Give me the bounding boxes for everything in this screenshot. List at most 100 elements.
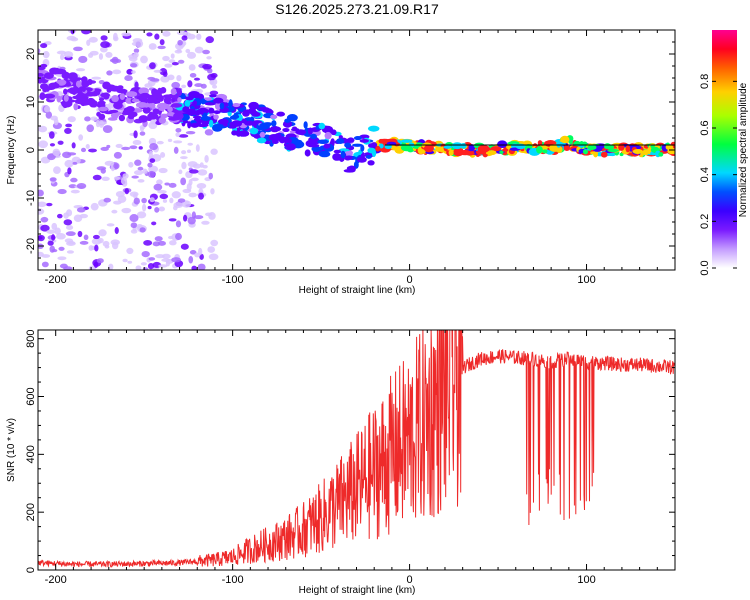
heatmap-cell — [336, 138, 345, 145]
heatmap-cell — [158, 107, 165, 111]
heatmap-cell — [307, 127, 313, 135]
heatmap-speckle — [100, 46, 108, 53]
heatmap-speckle — [155, 254, 165, 259]
heatmap-speckle — [124, 75, 133, 82]
heatmap-cell — [497, 140, 508, 149]
heatmap-speckle — [121, 32, 132, 37]
heatmap-speckle — [45, 111, 53, 119]
heatmap-cell — [68, 72, 78, 81]
heatmap-speckle — [38, 189, 44, 197]
heatmap-speckle — [173, 202, 184, 209]
heatmap-speckle — [168, 218, 177, 222]
heatmap-cell — [123, 107, 133, 112]
heatmap-speckle — [173, 146, 179, 154]
snr-series-layer — [38, 330, 675, 568]
snr-x-tick-label: 0 — [407, 574, 413, 586]
heatmap-speckle — [113, 151, 122, 159]
snr-y-axis: 0 200 400 600 800 — [25, 329, 675, 573]
heatmap-cell — [43, 72, 54, 80]
heatmap-speckle — [157, 189, 167, 194]
heatmap-speckle — [186, 51, 197, 59]
spectrogram-x-tick-label: 100 — [577, 274, 595, 286]
heatmap-cell — [370, 142, 378, 148]
heatmap-cell — [214, 102, 222, 111]
heatmap-speckle — [188, 192, 197, 198]
spectrogram-y-label: Frequency (Hz) — [6, 116, 17, 185]
heatmap-speckle — [140, 55, 148, 64]
heatmap-cell — [250, 106, 256, 114]
heatmap-cell — [453, 150, 464, 157]
heatmap-cell — [259, 122, 270, 130]
heatmap-speckle — [156, 140, 164, 145]
heatmap-speckle — [38, 125, 48, 133]
heatmap-speckle — [149, 158, 156, 163]
heatmap-speckle — [210, 188, 215, 195]
heatmap-cell — [303, 121, 308, 129]
heatmap-speckle — [187, 216, 196, 225]
heatmap-speckle — [91, 76, 102, 80]
heatmap-speckle — [113, 32, 118, 41]
heatmap-speckle — [137, 179, 145, 183]
heatmap-speckle — [193, 77, 201, 81]
heatmap-speckle — [162, 199, 168, 203]
heatmap-speckle — [54, 227, 61, 235]
heatmap-speckle — [206, 68, 213, 74]
heatmap-speckle — [175, 220, 182, 228]
heatmap-cell — [632, 148, 644, 155]
heatmap-speckle — [202, 49, 210, 55]
heatmap-speckle — [147, 170, 156, 178]
heatmap-speckle — [139, 126, 145, 132]
heatmap-cell — [499, 150, 504, 154]
heatmap-speckle — [102, 125, 113, 133]
heatmap-speckle — [103, 197, 112, 203]
heatmap-speckle — [160, 75, 170, 83]
heatmap-cell — [400, 139, 413, 143]
heatmap-speckle — [181, 161, 187, 170]
snr-panel: -200 -100 0 100 0 200 400 600 800 Height of str… — [6, 329, 676, 596]
heatmap-speckle — [89, 50, 99, 56]
heatmap-speckle — [185, 130, 196, 135]
heatmap-cell — [365, 154, 372, 159]
heatmap-speckle — [152, 241, 161, 247]
heatmap-cell — [587, 145, 597, 151]
heatmap-cell — [310, 133, 317, 140]
heatmap-speckle — [49, 177, 57, 182]
heatmap-speckle — [86, 124, 95, 133]
heatmap-speckle — [147, 262, 155, 270]
snr-series-line — [38, 330, 675, 568]
heatmap-speckle — [178, 169, 183, 175]
heatmap-speckle — [194, 252, 201, 258]
heatmap-speckle — [131, 175, 139, 179]
heatmap-cell — [468, 144, 476, 152]
heatmap-cell — [367, 125, 380, 132]
heatmap-speckle — [62, 151, 72, 159]
heatmap-cell — [295, 129, 307, 136]
heatmap-speckle — [151, 221, 157, 226]
heatmap-speckle — [171, 81, 181, 89]
heatmap-speckle — [167, 235, 174, 240]
heatmap-speckle — [142, 168, 148, 174]
heatmap-speckle — [38, 140, 49, 149]
heatmap-speckle — [133, 48, 140, 54]
heatmap-speckle — [92, 234, 100, 240]
heatmap-speckle — [77, 230, 83, 238]
heatmap-speckle — [154, 236, 163, 242]
heatmap-cell — [167, 106, 173, 113]
heatmap-speckle — [67, 240, 76, 245]
heatmap-cell — [324, 131, 332, 140]
heatmap-cell — [296, 139, 303, 144]
heatmap-cell — [231, 114, 240, 119]
heatmap-cell — [625, 145, 631, 153]
heatmap-cell — [451, 142, 463, 150]
heatmap-speckle — [57, 213, 63, 219]
heatmap-speckle — [133, 52, 139, 58]
heatmap-speckle — [158, 264, 168, 268]
snr-x-tick-label: 100 — [577, 574, 595, 586]
heatmap-speckle — [38, 48, 41, 54]
heatmap-cell — [217, 118, 229, 125]
heatmap-cell — [375, 145, 381, 152]
heatmap-speckle — [132, 139, 142, 146]
snr-y-label: SNR (10 * v/v) — [6, 418, 17, 482]
heatmap-speckle — [168, 59, 176, 63]
heatmap-speckle — [113, 163, 119, 169]
